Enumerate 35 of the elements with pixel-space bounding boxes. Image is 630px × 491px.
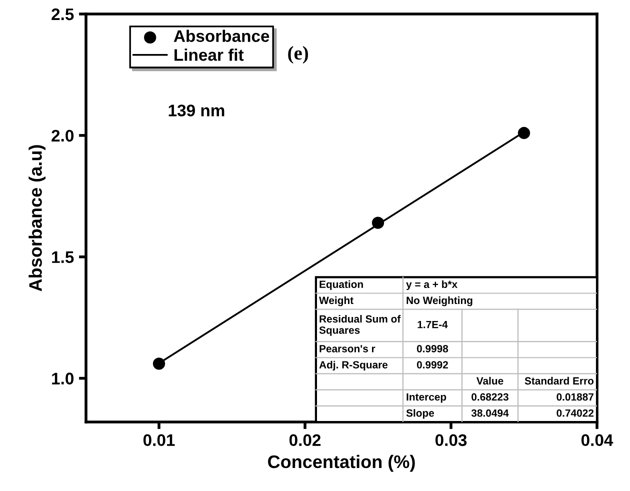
annotation: Standard Erro — [524, 376, 594, 385]
x-axis-title: Concentation (%) — [268, 454, 415, 472]
legend-label: Absorbance — [174, 30, 270, 42]
annotation: Value — [476, 376, 504, 385]
y-tick-label: 2.0 — [52, 130, 74, 142]
annotation: 139 nm — [168, 104, 224, 116]
annotation: Adj. R-Square — [319, 360, 388, 371]
annotation: Equation — [320, 280, 363, 290]
annotation: Pearson's r — [320, 345, 376, 352]
annotation: 0.9998 — [416, 345, 448, 352]
y-axis-title: Absorbance (a.u) — [28, 145, 46, 292]
annotation: 0.01887 — [556, 393, 594, 401]
y-tick-label: 2.5 — [52, 8, 74, 20]
annotation: 0.9992 — [416, 361, 448, 368]
annotation: 38.0494 — [471, 409, 509, 417]
annotation: y = a + b*x — [406, 280, 458, 290]
x-tick-label: 0.03 — [435, 434, 467, 446]
annotation: (e) — [288, 46, 308, 64]
annotation: 0.68223 — [472, 393, 508, 401]
x-tick-label: 0.01 — [143, 434, 175, 446]
y-tick-label: 1.5 — [52, 251, 74, 264]
annotation: No Weighting — [406, 296, 472, 306]
annotation: 1.7E-4 — [418, 320, 448, 328]
x-tick-label: 0.04 — [581, 434, 614, 446]
annotation: Weight — [319, 296, 354, 306]
x-tick-label: 0.02 — [289, 434, 321, 446]
annotation: Residual Sum of Squares — [319, 314, 401, 336]
point — [152, 358, 166, 370]
annotation: 0.74022 — [556, 409, 594, 417]
point — [372, 216, 384, 229]
legend-label: Linear fit — [174, 48, 244, 61]
annotation: Intercep — [406, 393, 446, 403]
y-tick-label: 1.0 — [52, 372, 74, 384]
point — [518, 126, 530, 140]
annotation: Slope — [406, 409, 434, 419]
